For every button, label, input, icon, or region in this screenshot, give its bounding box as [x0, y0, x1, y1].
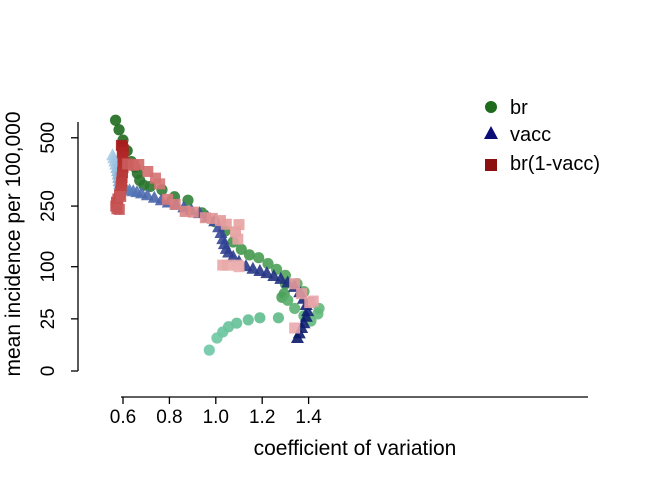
point-br-1-vacc	[187, 206, 199, 218]
point-vacc	[301, 304, 315, 317]
point-br-1-vacc	[199, 212, 211, 224]
point-vacc	[140, 188, 154, 201]
y-tick-label: 100	[38, 251, 59, 283]
point-br	[253, 252, 265, 264]
point-br	[211, 332, 223, 344]
point-br	[242, 314, 254, 326]
y-tick-label: 500	[38, 122, 59, 154]
point-br-1-vacc	[230, 226, 242, 238]
y-tick-label: 0	[38, 366, 59, 377]
y-tick-label: 250	[38, 190, 59, 222]
point-br	[113, 124, 125, 136]
y-tick-label: 25	[38, 308, 59, 329]
point-br	[262, 258, 274, 270]
point-br	[254, 312, 266, 324]
legend-label-br: br	[510, 97, 528, 119]
point-br-1-vacc	[289, 278, 301, 290]
point-vacc	[226, 249, 240, 262]
legend-label-vacc: vacc	[510, 124, 551, 146]
point-br-1-vacc	[113, 203, 125, 215]
point-vacc	[274, 271, 288, 284]
legend: br vacc br(1-vacc)	[484, 97, 600, 175]
x-tick-label: 0.6	[110, 407, 136, 428]
x-tick-label: 0.8	[156, 407, 182, 428]
legend-marker-vacc	[484, 126, 498, 139]
point-br-1-vacc	[214, 215, 226, 227]
point-br	[235, 243, 247, 255]
x-tick-label: 1.2	[249, 407, 275, 428]
point-br	[289, 302, 301, 315]
point-br-1-vacc	[142, 165, 154, 177]
point-vacc	[147, 190, 161, 203]
point-vacc	[267, 268, 281, 281]
legend-marker-br-1-vacc	[485, 159, 497, 171]
point-br-1-vacc	[154, 178, 166, 190]
point-br-1-vacc	[296, 288, 308, 300]
point-br-1-vacc	[122, 158, 134, 170]
legend-marker-br	[485, 101, 497, 113]
legend-label-br-1-vacc: br(1-vacc)	[510, 153, 600, 175]
point-br-1-vacc	[206, 212, 218, 224]
point-br-1-vacc	[289, 322, 301, 334]
point-vacc	[260, 266, 274, 279]
point-br	[203, 344, 215, 356]
x-axis-title: coefficient of variation	[254, 437, 457, 460]
y-axis-ticks: 0 25 100 250 500	[38, 122, 78, 376]
point-vacc	[290, 331, 304, 344]
point-br	[109, 114, 122, 126]
point-br-1-vacc	[133, 158, 145, 170]
point-br	[282, 294, 294, 306]
point-br-1-vacc	[233, 219, 245, 231]
point-br-1-vacc	[232, 233, 244, 245]
point-br	[272, 312, 285, 324]
point-br-1-vacc	[220, 218, 232, 230]
point-br-1-vacc	[169, 198, 181, 210]
x-tick-label: 1.4	[295, 407, 322, 428]
point-br-1-vacc	[149, 172, 161, 184]
point-br-1-vacc	[221, 259, 233, 271]
point-br-1-vacc	[115, 190, 127, 202]
point-br-1-vacc	[162, 193, 174, 205]
point-br-1-vacc	[233, 261, 245, 273]
y-axis-title: mean incidence per 100,000	[2, 111, 25, 376]
point-br	[243, 249, 256, 261]
point-br-1-vacc	[307, 295, 319, 307]
x-tick-label: 1.0	[203, 407, 229, 428]
point-br-1-vacc	[179, 205, 191, 217]
point-vacc	[246, 261, 260, 274]
x-axis-ticks: 0.6 0.8 1.0 1.2 1.4	[110, 397, 322, 428]
point-vacc	[253, 263, 267, 276]
points-layer	[106, 114, 325, 356]
